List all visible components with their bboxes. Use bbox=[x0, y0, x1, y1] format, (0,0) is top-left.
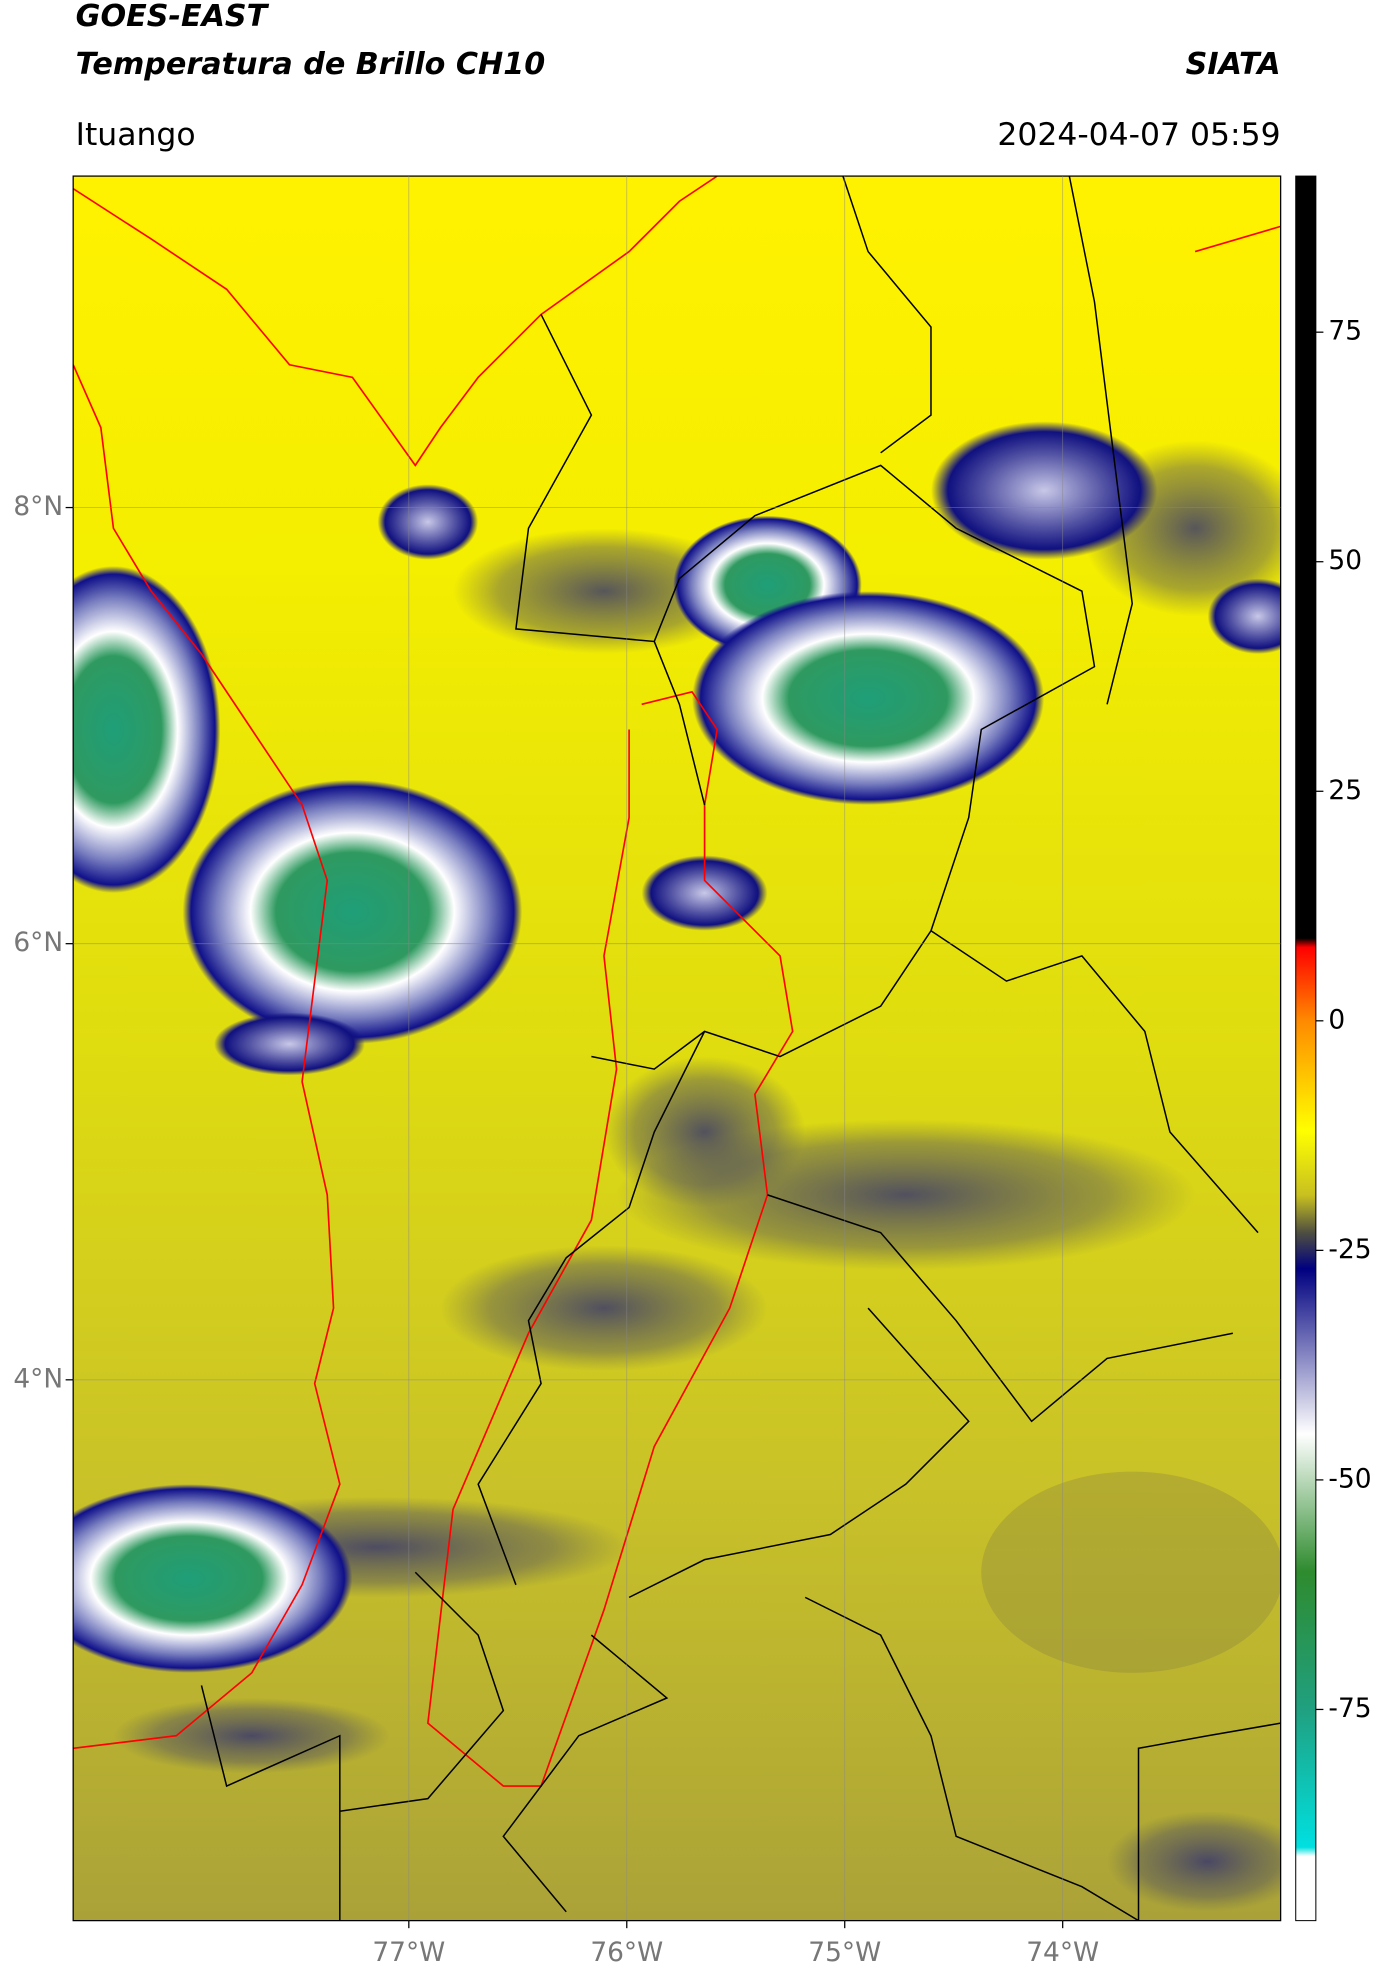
colorbar-tick-label: 50 bbox=[1328, 545, 1362, 576]
x-tick-label: 76°W bbox=[590, 1937, 663, 1968]
map-frame bbox=[72, 175, 1282, 1922]
y-tick-label: 8°N bbox=[13, 491, 63, 522]
colorbar-tick-label: -50 bbox=[1328, 1463, 1371, 1494]
x-tick-label: 74°W bbox=[1026, 1937, 1099, 1968]
x-tick-label: 77°W bbox=[372, 1937, 445, 1968]
title: GOES-EAST bbox=[76, 0, 270, 34]
agency: SIATA bbox=[1186, 47, 1281, 82]
colorbar bbox=[1295, 175, 1317, 1922]
map-image bbox=[73, 176, 1281, 1921]
location: Ituango bbox=[76, 117, 196, 153]
colorbar-tick-label: 0 bbox=[1328, 1004, 1345, 1035]
colorbar-tick-label: 25 bbox=[1328, 775, 1362, 806]
y-tick-label: 4°N bbox=[13, 1363, 63, 1394]
x-tick-label: 75°W bbox=[808, 1937, 881, 1968]
y-tick-label: 6°N bbox=[13, 927, 63, 958]
subtitle: Temperatura de Brillo CH10 bbox=[76, 47, 546, 82]
colorbar-tick-label: -75 bbox=[1328, 1693, 1371, 1724]
datetime: 2024-04-07 05:59 bbox=[997, 117, 1280, 153]
colorbar-tick-label: -25 bbox=[1328, 1234, 1371, 1265]
colorbar-tick-label: 75 bbox=[1328, 316, 1362, 347]
